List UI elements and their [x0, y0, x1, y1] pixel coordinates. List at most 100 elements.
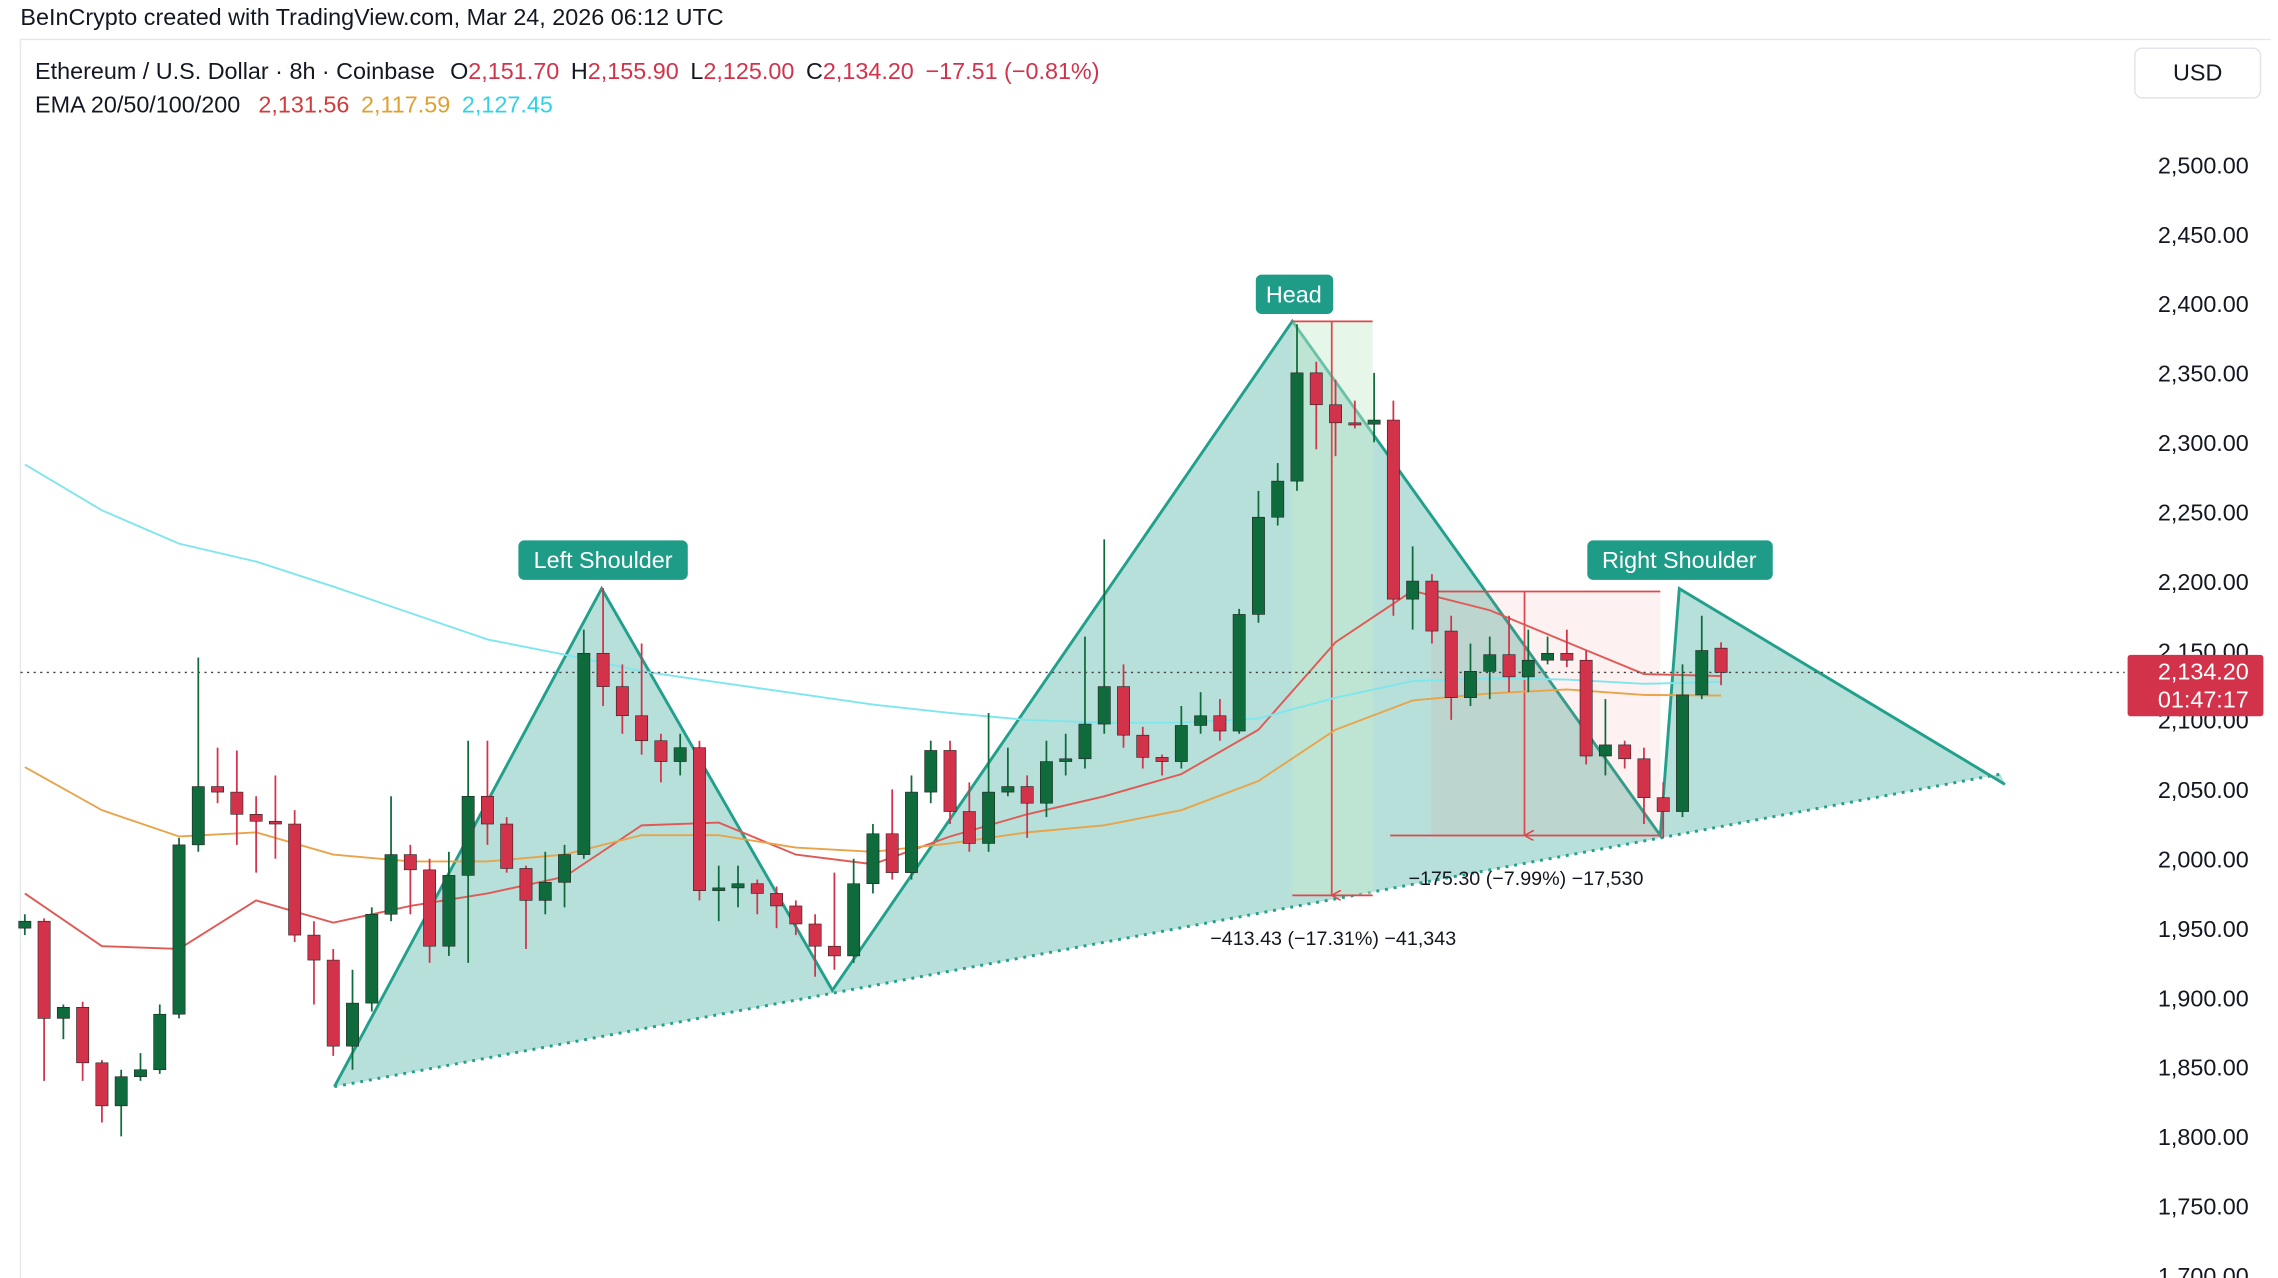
- y-tick-label: 2,350.00: [2158, 361, 2249, 387]
- y-tick-label: 2,050.00: [2158, 777, 2249, 803]
- candle-body: [403, 854, 417, 871]
- candle-body: [1194, 715, 1208, 726]
- y-tick-label: 2,300.00: [2158, 430, 2249, 456]
- credit: BeInCrypto created with TradingView.com,…: [20, 4, 723, 30]
- candle-body: [1444, 630, 1458, 698]
- candle-body: [1502, 654, 1516, 678]
- candle-body: [346, 1002, 359, 1047]
- symbol: Ethereum / U.S. Dollar · 8h · Coinbase: [35, 58, 435, 84]
- last-price-box: [2127, 654, 2264, 717]
- candle-body: [500, 823, 514, 869]
- label-box: [1587, 540, 1773, 580]
- candle-body: [1348, 422, 1362, 426]
- y-tick-label: 1,950.00: [2158, 916, 2249, 942]
- candle-body: [1406, 580, 1420, 600]
- measure-right: [1390, 590, 1661, 836]
- candle-body: [808, 923, 822, 947]
- candle-body: [1174, 725, 1188, 762]
- candle-body: [750, 883, 764, 894]
- candle-body: [1637, 758, 1651, 798]
- candle-body: [827, 945, 841, 957]
- candle-body: [558, 854, 571, 883]
- candle-body: [654, 740, 668, 762]
- candle-body: [1136, 734, 1150, 758]
- candle-body: [481, 795, 494, 825]
- candle-body: [461, 795, 475, 876]
- candle-body: [1425, 580, 1439, 632]
- candle-body: [1059, 758, 1073, 762]
- candle-body: [905, 791, 918, 873]
- candle-body: [596, 652, 610, 687]
- ema-value: 2,117.59: [361, 91, 450, 117]
- candle-body: [924, 750, 938, 793]
- candle-body: [538, 882, 552, 901]
- legend-key: L: [690, 58, 703, 84]
- candle-body: [615, 686, 629, 717]
- candle-body: [866, 833, 880, 885]
- y-tick-label: 2,200.00: [2158, 569, 2249, 595]
- plot: [18, 324, 2125, 1137]
- candle-body: [95, 1062, 109, 1107]
- countdown: 01:47:17: [2158, 686, 2249, 712]
- candle-body: [673, 747, 687, 762]
- candle-body: [423, 869, 437, 947]
- candle-body: [1155, 757, 1169, 762]
- candle-body: [1483, 654, 1497, 672]
- candle-body: [885, 833, 899, 873]
- candle-body: [442, 875, 456, 947]
- candle-body: [847, 883, 861, 957]
- legend-key: C: [806, 58, 823, 84]
- legend-value: 2,151.70: [468, 58, 559, 84]
- label-box: [518, 540, 688, 580]
- candle-body: [1618, 744, 1632, 760]
- candle-body: [1290, 372, 1304, 482]
- candle-body: [18, 920, 32, 929]
- pattern-fill: [334, 321, 2005, 1087]
- last-price-label: 2,134.20: [2158, 659, 2249, 685]
- candle-body: [1695, 650, 1709, 696]
- measure-label: −413.43 (−17.31%) −41,343: [1210, 928, 1456, 950]
- candle-body: [1386, 419, 1400, 600]
- legend-key: O: [450, 58, 468, 84]
- candle-body: [1560, 652, 1574, 661]
- legend-ema: EMA 20/50/100/200 2,131.56 2,117.59 2,127.…: [35, 91, 553, 117]
- legend-change: −17.51 (−0.81%): [925, 58, 1099, 84]
- candle-body: [1252, 516, 1265, 615]
- candle-body: [1213, 715, 1227, 732]
- candle-body: [1676, 694, 1689, 812]
- legend-bg: [29, 46, 1198, 123]
- measure-label: −175.30 (−7.99%) −17,530: [1408, 868, 1643, 890]
- y-tick-label: 2,500.00: [2158, 152, 2249, 178]
- candle-body: [1078, 723, 1092, 760]
- candle-body: [134, 1069, 147, 1077]
- candle-body: [982, 791, 996, 844]
- candle-body: [172, 844, 186, 1015]
- candle-body: [943, 750, 957, 812]
- y-tick-label: 2,000.00: [2158, 847, 2249, 873]
- legend-key: H: [571, 58, 588, 84]
- candle-body: [1097, 686, 1111, 725]
- y-tick-label: 2,450.00: [2158, 222, 2249, 248]
- ema-line: [24, 463, 1722, 724]
- currency[interactable]: USD: [2173, 59, 2222, 85]
- candle-body: [1309, 372, 1323, 406]
- currency-button[interactable]: [2134, 47, 2262, 99]
- candle-body: [1329, 404, 1342, 424]
- candle-body: [789, 905, 803, 925]
- candle-body: [114, 1076, 128, 1107]
- y-tick-label: 2,400.00: [2158, 291, 2249, 317]
- candle-body: [635, 715, 649, 742]
- candle-body: [1521, 659, 1535, 678]
- candle-body: [1020, 786, 1034, 804]
- candle-body: [37, 920, 51, 1019]
- candle-body: [1656, 797, 1670, 812]
- candle-body: [211, 786, 225, 793]
- candle-body: [1271, 480, 1285, 518]
- candle-body: [384, 854, 398, 915]
- legend-value: 2,125.00: [703, 58, 794, 84]
- candle-body: [307, 934, 321, 961]
- candle-body: [1579, 659, 1593, 757]
